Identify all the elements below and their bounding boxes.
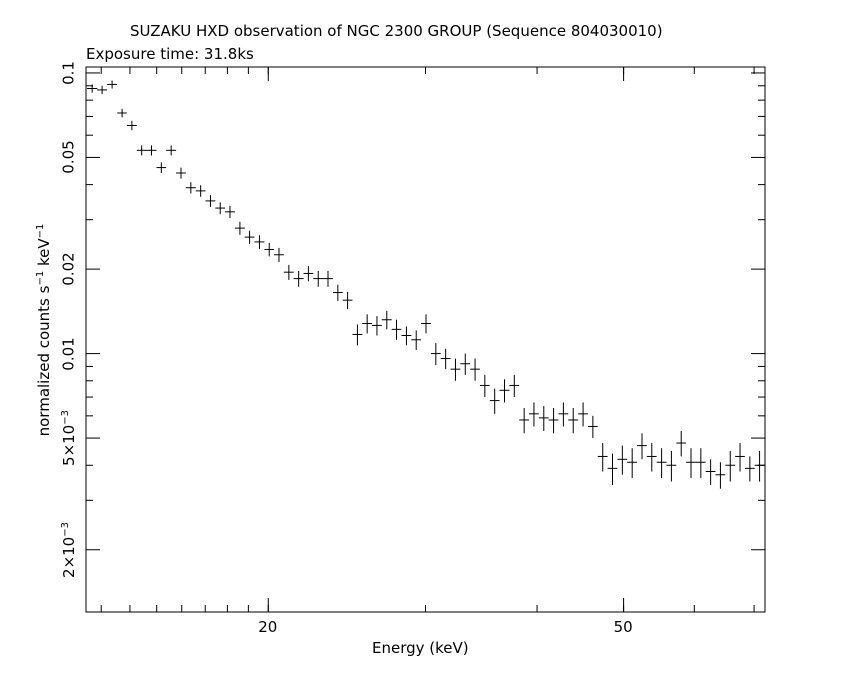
data-point [558,402,569,427]
data-point [185,182,196,194]
data-point [735,443,745,472]
data-point [264,242,275,257]
data-point [205,195,216,207]
data-point [715,462,726,489]
data-point [176,167,186,179]
data-point [303,266,314,282]
data-point [225,205,235,219]
x-tick-label: 20 [258,618,278,636]
data-point [666,450,677,482]
plot-frame [85,66,766,613]
data-point [136,145,147,156]
data-point [421,314,431,334]
data-point [617,445,628,475]
data-point [646,443,657,472]
data-point [107,80,117,89]
data-point [656,448,667,479]
data-point [627,448,638,479]
data-point [254,235,265,249]
data-point [744,456,755,482]
data-point [499,379,510,403]
data-point [244,230,255,244]
data-point [568,407,579,434]
data-point [381,310,392,330]
data-point [587,415,598,439]
data-point [440,348,451,370]
y-axis-label-main: normalized counts s [35,285,53,437]
data-point [371,316,382,336]
data-point [411,330,422,350]
data-point [342,291,353,310]
data-point [126,120,137,131]
data-point [274,247,284,263]
x-tick-label: 50 [613,618,633,636]
data-point [362,314,373,334]
data-point [332,284,343,301]
data-point [519,407,530,434]
chart-title: SUZAKU HXD observation of NGC 2300 GROUP… [130,22,663,40]
data-point [470,358,480,381]
data-point [195,185,206,197]
data-point [234,221,245,235]
data-point [686,448,696,479]
data-point [391,319,402,340]
data-point [578,402,588,427]
data-point [529,402,539,427]
data-point [322,270,333,287]
data-point [509,374,520,398]
y-axis-label-exp-2: −1 [35,223,46,239]
data-point [479,374,490,398]
data-point [597,443,608,472]
data-point [166,145,177,156]
data-point [489,388,500,414]
axis-ticks [86,67,765,612]
data-point [725,450,736,482]
data-point [705,459,716,486]
data-points [86,80,765,489]
data-point [352,324,363,346]
data-point [548,407,559,434]
exposure-time-label: Exposure time: 31.8ks [86,45,254,63]
data-point [430,343,441,366]
data-point [676,430,687,457]
data-point [146,145,157,156]
y-axis-label-unit: keV [35,238,53,271]
data-point [117,108,127,118]
data-point [637,433,647,460]
y-axis-label-exp-1: −1 [35,270,46,286]
data-point [313,270,324,287]
data-point [401,326,412,346]
data-point [754,450,765,482]
data-point [607,453,618,486]
data-point [283,264,294,280]
data-point [215,202,226,215]
data-point [156,162,167,174]
data-point [538,406,549,431]
data-point [97,85,108,95]
data-point [293,270,304,287]
data-point [86,84,98,93]
x-axis-label: Energy (keV) [372,639,469,657]
data-point [460,353,471,375]
data-point [450,358,461,381]
data-point [695,448,706,479]
